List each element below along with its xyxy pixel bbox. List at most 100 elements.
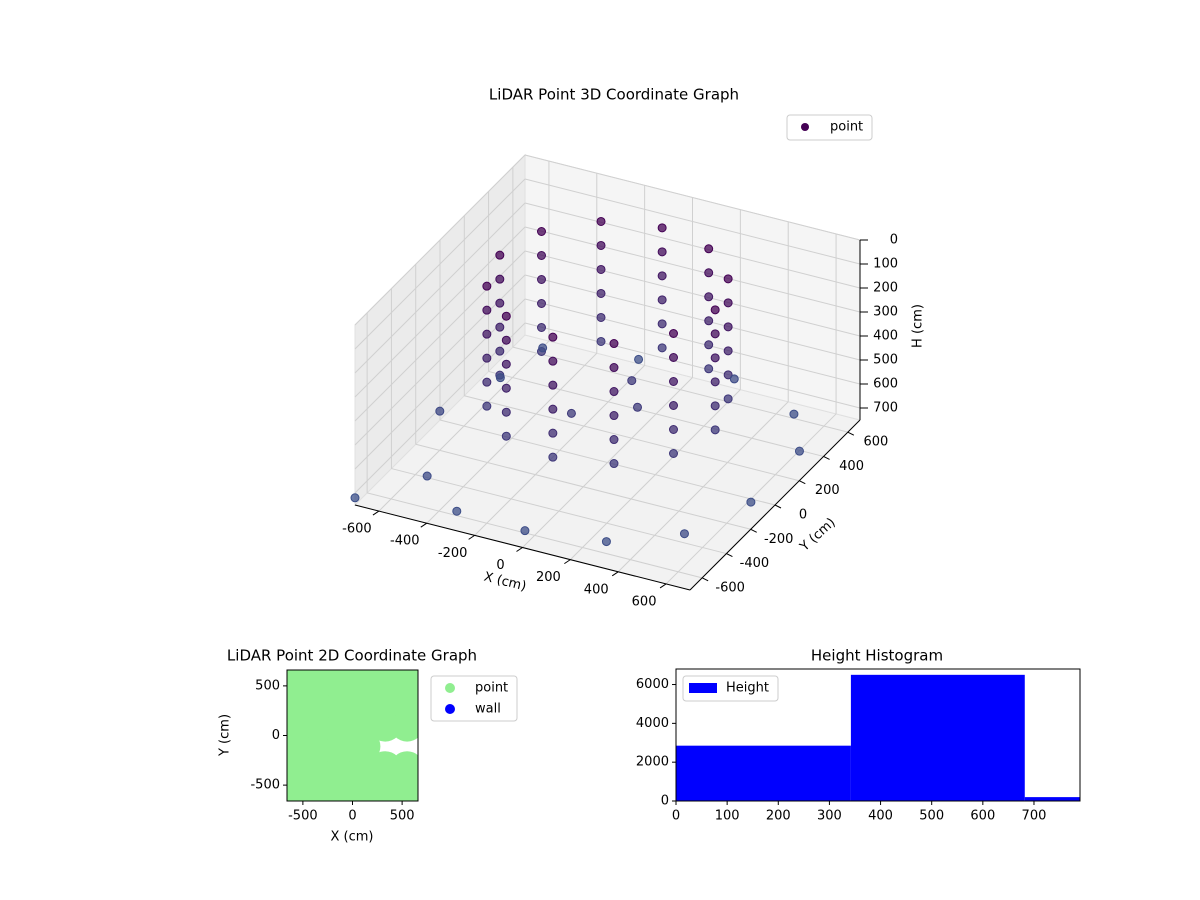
point	[495, 346, 505, 356]
point	[596, 288, 606, 298]
y-tick-label: -200	[764, 532, 794, 547]
point	[657, 295, 667, 305]
point	[723, 346, 733, 356]
z-tick-label: 0	[890, 233, 898, 248]
z-tick-label: 300	[873, 305, 898, 320]
point	[390, 751, 418, 786]
grid-line	[524, 322, 861, 409]
point	[495, 298, 505, 308]
point	[723, 370, 733, 380]
point	[704, 244, 714, 254]
point	[657, 343, 667, 353]
point	[729, 374, 739, 384]
point	[609, 339, 619, 349]
z-tick-label: 100	[873, 257, 898, 272]
y-tick-label: -600	[715, 580, 745, 595]
point	[501, 359, 511, 369]
grid-line	[354, 178, 526, 350]
point	[501, 407, 511, 417]
point	[789, 409, 799, 419]
point	[710, 425, 720, 435]
grid-line	[524, 154, 861, 241]
point	[609, 411, 619, 421]
legend-box	[682, 675, 779, 702]
legend-label: wall	[475, 702, 501, 717]
point	[482, 329, 492, 339]
point	[548, 428, 558, 438]
point	[501, 311, 511, 321]
x-tick-label: 600	[970, 809, 995, 824]
x-tick-label: 300	[817, 809, 842, 824]
tick-mark	[372, 510, 380, 516]
point	[390, 670, 418, 698]
y-tick-label: 500	[255, 678, 280, 693]
y-tick-label: 200	[815, 483, 840, 498]
grid-line	[415, 443, 751, 530]
legend-label: Height	[726, 681, 769, 696]
tick-mark	[799, 480, 806, 485]
point	[723, 298, 733, 308]
y-tick-label: 400	[839, 459, 864, 474]
y-axis-label: Y (cm)	[218, 714, 233, 757]
z-axis-label: H (cm)	[911, 304, 926, 348]
point	[746, 497, 756, 507]
x-tick-label: -200	[438, 546, 468, 561]
point	[596, 264, 606, 274]
point	[723, 274, 733, 284]
grid-line	[524, 226, 861, 313]
point	[538, 343, 548, 353]
point	[537, 251, 546, 260]
tick-mark	[750, 528, 757, 533]
grid-line	[367, 492, 703, 579]
point	[566, 408, 576, 418]
tick-mark	[847, 431, 855, 436]
point	[537, 323, 546, 332]
legend-marker	[689, 683, 717, 693]
point	[609, 435, 619, 445]
point	[596, 312, 606, 322]
point	[601, 537, 611, 547]
x-tick-label: 100	[715, 809, 740, 824]
point	[669, 377, 678, 386]
legend-label: point	[475, 681, 508, 696]
point	[710, 353, 720, 363]
point	[537, 227, 546, 236]
point	[350, 493, 360, 503]
chart-title: Height Histogram	[811, 647, 943, 665]
legend-marker	[801, 123, 809, 131]
point	[710, 377, 720, 387]
point	[723, 394, 733, 404]
point	[596, 336, 606, 346]
point	[794, 446, 804, 456]
y-tick-label: 4000	[636, 716, 669, 731]
tick-mark	[659, 583, 667, 589]
chart-title: LiDAR Point 3D Coordinate Graph	[489, 86, 739, 104]
chart-title: LiDAR Point 2D Coordinate Graph	[227, 647, 477, 665]
point	[548, 332, 558, 342]
point	[723, 322, 733, 332]
point	[482, 401, 492, 411]
x-tick-label: 600	[632, 594, 657, 609]
x-tick-label: 0	[672, 809, 680, 824]
y-tick-label: -400	[740, 556, 770, 571]
point	[501, 335, 511, 345]
y-tick-label: 2000	[636, 755, 669, 770]
point	[657, 319, 667, 329]
point	[482, 305, 492, 315]
tick-mark	[611, 571, 619, 577]
x-tick-label: 0	[496, 558, 504, 573]
grid-line	[524, 298, 861, 385]
x-tick-label: 500	[919, 809, 944, 824]
y-tick-label: -500	[250, 778, 280, 793]
tick-mark	[701, 577, 709, 582]
x-tick-label: 200	[766, 809, 791, 824]
point	[704, 364, 714, 374]
tick-mark	[468, 534, 475, 540]
point	[520, 526, 530, 536]
legend-marker	[445, 704, 455, 714]
point	[495, 250, 505, 260]
tick-mark	[516, 547, 523, 552]
x-tick-label: 200	[536, 570, 561, 585]
z-tick-label: 400	[873, 329, 898, 344]
point	[669, 353, 678, 362]
